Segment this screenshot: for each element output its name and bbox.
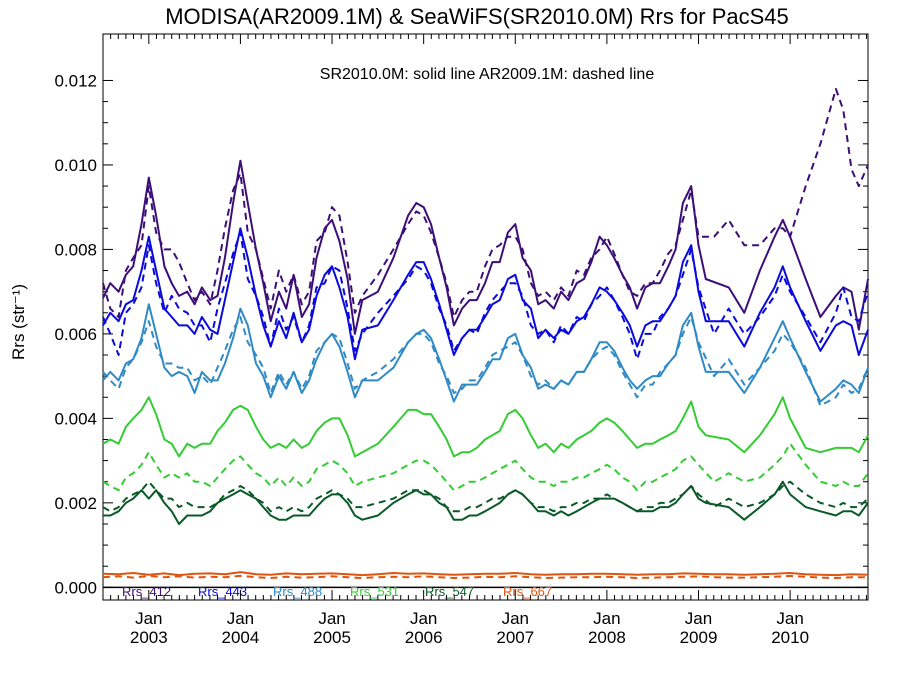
- y-axis: 0.000 0.002 0.004 0.006 0.008 0.010 0.012: [54, 71, 868, 597]
- x-tick-year-label: 2009: [680, 628, 718, 647]
- series-rrs-488-solid-line: [102, 303, 869, 403]
- y-axis-label: Rrs (str⁻¹): [9, 284, 28, 360]
- y-tick-label: 0.002: [54, 494, 97, 513]
- x-tick-year-label: 2008: [588, 628, 626, 647]
- series-rrs-531-dashed-line: [102, 442, 869, 492]
- x-tick-year-label: 2003: [130, 628, 168, 647]
- series-layer: [102, 87, 869, 579]
- series-rrs-547-dashed-line: [102, 480, 869, 513]
- series-rrs-443-solid-line: [102, 227, 869, 361]
- series-rrs-667-dashed-line: [102, 574, 868, 579]
- y-tick-label: 0.000: [54, 578, 97, 597]
- legend-item-rrs-667: Rrs_667: [503, 584, 552, 599]
- legend-item-rrs-443: Rrs_443: [198, 584, 247, 599]
- series-rrs-667-solid-line: [102, 571, 869, 577]
- legend-item-rrs-488: Rrs_488: [273, 584, 322, 599]
- y-tick-label: 0.010: [54, 156, 97, 175]
- line-style-annotation: SR2010.0M: solid line AR2009.1M: dashed …: [320, 66, 655, 83]
- x-tick-year-label: 2006: [405, 628, 443, 647]
- chart-title: MODISA(AR2009.1M) & SeaWiFS(SR2010.0M) R…: [165, 4, 789, 29]
- series-rrs-488-dashed-line: [102, 316, 869, 407]
- x-tick-year-label: 2010: [771, 628, 809, 647]
- x-axis: Jan2003Jan2004Jan2005Jan2006Jan2007Jan20…: [102, 34, 867, 647]
- y-tick-label: 0.004: [54, 409, 97, 428]
- x-tick-year-label: 2007: [496, 628, 534, 647]
- series-rrs-443-dashed-line: [102, 231, 869, 361]
- x-tick-month-label: Jan: [776, 609, 803, 628]
- series-rrs-531-solid-line: [102, 396, 869, 458]
- y-tick-label: 0.006: [54, 325, 97, 344]
- x-tick-year-label: 2005: [313, 628, 351, 647]
- x-tick-month-label: Jan: [135, 609, 162, 628]
- x-tick-month-label: Jan: [685, 609, 712, 628]
- x-tick-month-label: Jan: [593, 609, 620, 628]
- legend-item-rrs-547: Rrs_547: [425, 584, 474, 599]
- legend-item-rrs-531: Rrs_531: [350, 584, 399, 599]
- y-tick-label: 0.008: [54, 240, 97, 259]
- y-tick-label: 0.012: [54, 71, 97, 90]
- x-tick-month-label: Jan: [318, 609, 345, 628]
- x-tick-year-label: 2004: [222, 628, 260, 647]
- series-rrs-412-dashed-line: [102, 87, 869, 318]
- x-tick-month-label: Jan: [410, 609, 437, 628]
- x-tick-month-label: Jan: [502, 609, 529, 628]
- x-tick-month-label: Jan: [227, 609, 254, 628]
- legend-item-rrs-412: Rrs_412: [122, 584, 171, 599]
- legend: Rrs_412 Rrs_443 Rrs_488 Rrs_531 Rrs_547 Rrs_6…: [122, 584, 552, 599]
